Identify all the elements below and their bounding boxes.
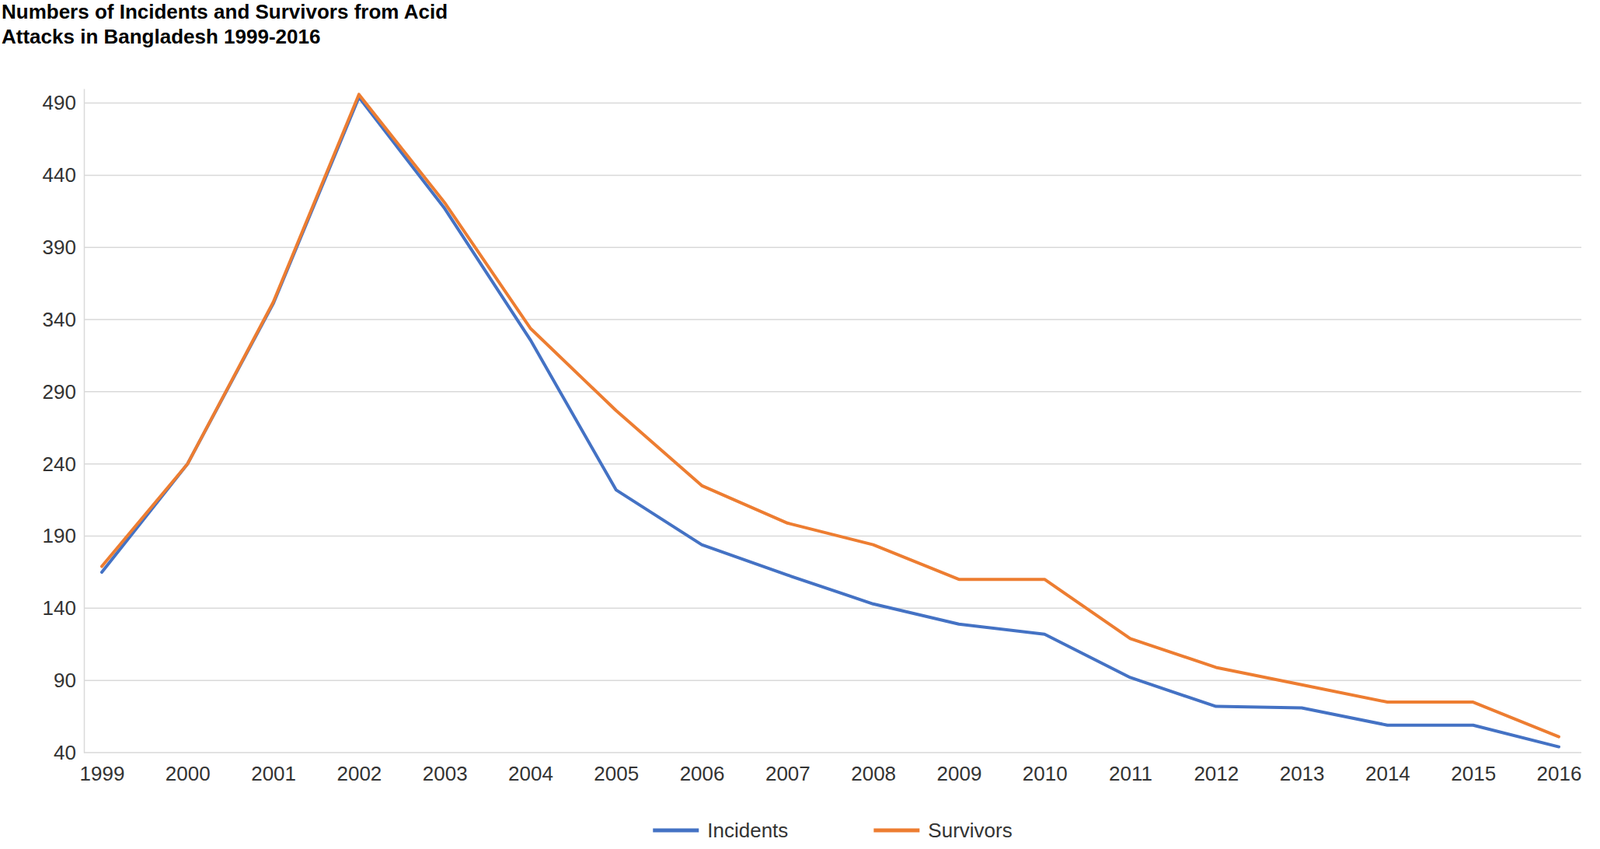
y-tick-label: 340 <box>42 307 77 332</box>
grid-line <box>83 318 1582 321</box>
y-tick: 340 <box>42 307 84 332</box>
legend-label: Incidents <box>707 818 788 842</box>
x-tick: 2015 <box>1450 752 1496 785</box>
x-tick: 2014 <box>1365 752 1411 785</box>
x-tick-label: 2009 <box>937 761 983 785</box>
y-tick-label: 290 <box>42 379 77 404</box>
title: Numbers of Incidents and Survivors from … <box>1 0 448 49</box>
series-line <box>101 97 1559 746</box>
grid-line <box>83 607 1582 610</box>
y-tick: 40 <box>53 740 84 764</box>
x-tick: 2000 <box>165 752 211 785</box>
grid-line <box>83 174 1582 177</box>
x-tick-label: 2001 <box>250 761 297 785</box>
x-tick-label: 2010 <box>1022 761 1068 785</box>
legend-label: Survivors <box>927 818 1012 842</box>
y-tick: 440 <box>42 163 84 187</box>
grid-line <box>83 102 1582 105</box>
x-tick: 2005 <box>593 752 639 785</box>
x-tick-label: 2012 <box>1193 761 1239 785</box>
x-tick: 1999 <box>80 752 126 785</box>
y-tick-label: 40 <box>53 740 77 764</box>
grid-line <box>83 679 1582 681</box>
y-tick: 90 <box>53 668 84 692</box>
y-tick: 240 <box>42 452 84 476</box>
title-line: Attacks in Bangladesh 1999-2016 <box>1 24 321 49</box>
y-tick-label: 390 <box>42 235 77 259</box>
x-tick-label: 2016 <box>1537 761 1583 785</box>
legend-swatch <box>873 828 920 833</box>
title-line: Numbers of Incidents and Survivors from … <box>1 0 448 24</box>
y-tick: 140 <box>42 596 84 620</box>
x-tick-label: 2013 <box>1279 761 1325 785</box>
grid-line <box>83 246 1582 248</box>
x-tick: 2003 <box>422 752 468 785</box>
series-line <box>101 94 1559 736</box>
y-tick: 190 <box>42 523 84 548</box>
x-tick-label: 1999 <box>80 761 126 785</box>
y-tick: 390 <box>42 235 84 259</box>
x-tick-label: 2011 <box>1108 761 1153 785</box>
x-tick: 2012 <box>1193 752 1239 785</box>
x-tick-label: 2000 <box>165 761 211 785</box>
x-tick: 2001 <box>250 752 297 785</box>
legend-item: Survivors <box>873 818 1012 842</box>
x-tick: 2010 <box>1022 752 1068 785</box>
grid-line <box>83 463 1582 465</box>
grid-line <box>83 390 1582 393</box>
y-tick-label: 190 <box>42 523 77 548</box>
y-tick: 490 <box>42 90 84 115</box>
x-tick-label: 2004 <box>508 761 554 785</box>
x-tick-label: 2006 <box>679 761 726 785</box>
x-tick: 2006 <box>679 752 726 785</box>
x-tick: 2016 <box>1537 752 1583 785</box>
x-tick: 2007 <box>765 752 811 785</box>
x-tick: 2009 <box>937 752 983 785</box>
y-tick-label: 490 <box>42 90 77 115</box>
y-axis: 40 90 140 190 240 290 340 390 440 490 <box>42 89 85 764</box>
grid-line <box>83 751 1582 753</box>
x-tick-label: 2014 <box>1365 761 1411 785</box>
x-tick-label: 2005 <box>593 761 639 785</box>
y-tick-label: 440 <box>42 163 77 187</box>
y-tick: 290 <box>42 379 84 404</box>
y-tick-label: 90 <box>53 668 77 692</box>
x-tick-label: 2015 <box>1450 761 1496 785</box>
x-tick: 2008 <box>850 752 896 785</box>
y-axis-line <box>83 89 86 753</box>
x-tick-label: 2007 <box>765 761 811 785</box>
x-axis: 1999 2000 2001 2002 2003 2004 2005 2006 2007 2008… <box>80 752 1583 785</box>
y-tick-label: 140 <box>42 596 77 620</box>
x-tick-label: 2003 <box>422 761 468 785</box>
y-tick-label: 240 <box>42 452 77 476</box>
x-tick: 2013 <box>1279 752 1325 785</box>
x-tick: 2011 <box>1108 752 1153 785</box>
x-tick: 2004 <box>508 752 554 785</box>
x-tick-label: 2008 <box>850 761 896 785</box>
legend-swatch <box>652 828 699 833</box>
chart: Numbers of Incidents and Survivors from … <box>0 0 1600 849</box>
legend: Incidents Survivors <box>652 818 1012 842</box>
x-tick-label: 2002 <box>336 761 382 785</box>
legend-item: Incidents <box>652 818 788 842</box>
x-axis-line <box>102 752 1560 753</box>
plot-area <box>101 94 1559 746</box>
grid <box>83 103 1582 753</box>
x-tick: 2002 <box>336 752 382 785</box>
